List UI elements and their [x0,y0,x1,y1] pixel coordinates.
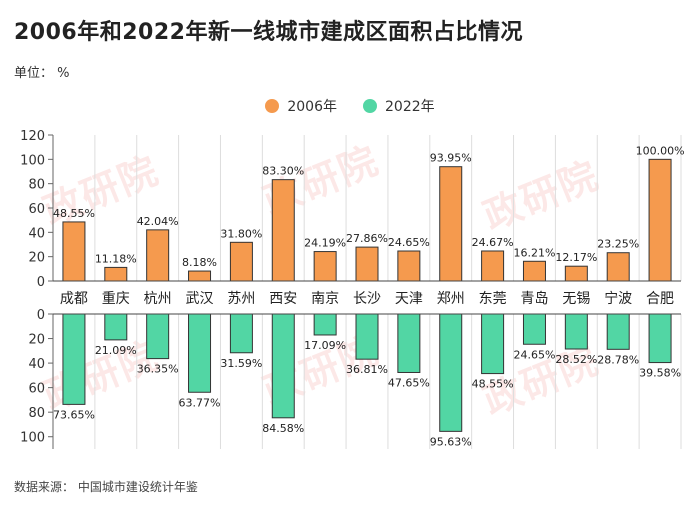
legend-dot-2006 [265,99,280,113]
bar-2006 [146,229,170,282]
data-label-2022: 47.65% [388,376,430,389]
category-label: 武汉 [186,291,214,307]
bar-2022 [188,313,212,393]
data-label-2006: 100.00% [636,144,685,157]
bar-2006 [271,179,295,282]
y-tick-label-bottom: 20 [28,333,45,348]
bar-2006 [62,221,86,282]
bar-2006 [606,252,630,282]
bar-2022 [355,313,379,360]
bar-2022 [62,313,86,405]
bar-2022 [271,313,295,419]
data-label-2006: 24.19% [304,237,346,250]
category-label: 无锡 [562,291,590,307]
chart-title: 2006年和2022年新一线城市建成区面积占比情况 [14,20,523,45]
bar-2006 [188,270,212,282]
data-label-2022: 73.65% [53,408,95,421]
category-label: 青岛 [520,291,548,307]
data-label-2022: 28.52% [555,353,597,366]
bar-2022 [397,313,421,373]
data-label-2022: 36.35% [137,363,179,376]
bar-2022 [606,313,630,350]
data-label-2022: 24.65% [513,348,555,361]
bar-2006 [522,260,546,282]
bar-2022 [481,313,505,375]
bar-2022 [229,313,253,354]
category-label: 宁波 [604,290,632,307]
category-label: 东莞 [479,291,507,307]
category-label: 长沙 [353,291,381,307]
data-label-2022: 17.09% [304,339,346,352]
data-label-2006: 31.80% [220,227,262,240]
legend-label-2006: 2006年 [287,99,337,115]
data-label-2006: 24.65% [388,236,430,249]
bar-2022 [648,313,672,364]
y-tick-label-top: 20 [28,251,45,266]
data-label-2006: 12.17% [555,251,597,264]
category-label: 郑州 [437,291,465,307]
y-tick-label-top: 100 [20,153,45,168]
bar-2006 [648,158,672,282]
bar-2022 [522,313,546,345]
data-label-2006: 11.18% [95,252,137,265]
data-label-2006: 83.30% [262,165,304,178]
bar-2006 [229,241,253,282]
legend-item-2006[interactable]: 2006年 [265,96,337,116]
data-label-2006: 42.04% [137,215,179,228]
bar-2006 [564,265,588,282]
category-label: 重庆 [102,291,130,307]
category-label: 南京 [311,291,339,307]
data-label-2022: 28.78% [597,353,639,366]
y-tick-label-bottom: 80 [28,406,45,421]
y-tick-label-bottom: 60 [28,382,45,397]
legend-label-2022: 2022年 [385,99,435,115]
data-label-2022: 31.59% [220,357,262,370]
category-label: 西安 [269,291,297,307]
data-label-2022: 48.55% [472,378,514,391]
category-label: 杭州 [144,291,172,307]
category-label: 成都 [60,291,88,307]
source-note: 数据来源： 中国城市建设统计年鉴 [14,480,198,494]
category-label: 苏州 [227,291,255,307]
data-label-2006: 8.18% [182,256,217,269]
y-tick-label-bottom: 0 [37,308,45,323]
y-tick-label-top: 40 [28,226,45,241]
y-tick-label-top: 60 [28,202,45,217]
data-label-2022: 39.58% [639,367,681,380]
bar-2006 [104,266,128,282]
data-label-2022: 95.63% [430,435,472,448]
legend-item-2022[interactable]: 2022年 [363,96,435,116]
bar-2022 [439,313,463,432]
data-label-2022: 84.58% [262,422,304,435]
y-tick-label-top: 120 [20,129,45,144]
y-tick-label-bottom: 40 [28,357,45,372]
data-label-2006: 24.67% [472,236,514,249]
bar-2022 [146,313,170,360]
bar-2022 [104,313,128,341]
data-label-2022: 63.77% [179,396,221,409]
legend: 2006年 2022年 [0,96,700,116]
bar-2022 [313,313,337,336]
data-label-2006: 23.25% [597,238,639,251]
data-label-2006: 93.95% [430,152,472,165]
unit-label: 单位： % [14,66,70,81]
legend-dot-2022 [363,99,377,113]
data-label-2006: 16.21% [513,246,555,259]
bar-2006 [481,250,505,282]
bar-2006 [313,251,337,282]
category-label: 合肥 [646,291,674,307]
data-label-2006: 48.55% [53,207,95,220]
bar-2022 [564,313,588,350]
category-label: 天津 [395,291,423,307]
data-label-2006: 27.86% [346,232,388,245]
y-tick-label-top: 80 [28,178,45,193]
data-label-2022: 36.81% [346,363,388,376]
y-tick-label-top: 0 [37,275,45,290]
bar-2006 [439,166,463,282]
y-tick-label-bottom: 100 [20,431,45,446]
data-label-2022: 21.09% [95,344,137,357]
bar-2006 [397,250,421,282]
bar-2006 [355,246,379,282]
